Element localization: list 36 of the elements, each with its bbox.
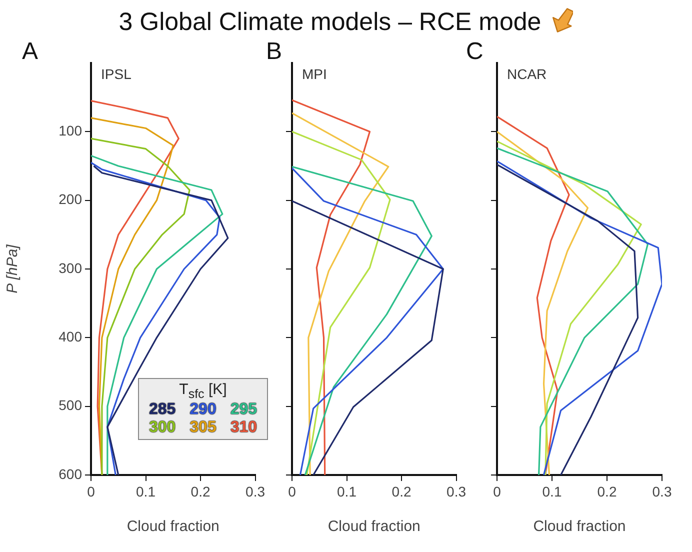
annotation: NCAR: [507, 66, 547, 82]
text: C: [466, 38, 484, 66]
x-tick-label: 0.1: [136, 483, 156, 500]
text: B: [266, 38, 282, 66]
text: A: [22, 38, 38, 66]
y-tick-label: 500: [58, 397, 82, 414]
annotation: MPI: [302, 66, 327, 82]
x-tick-label: 0: [288, 483, 296, 500]
x-tick-label: 0.2: [190, 483, 210, 500]
x-tick-label: 0.2: [392, 483, 412, 500]
y-axis-title: P [hPa]: [4, 244, 22, 294]
x-tick-label: 0.2: [597, 483, 617, 500]
text: 300: [148, 419, 177, 437]
y-tick-label: 400: [58, 328, 82, 345]
text: 305: [188, 419, 218, 437]
y-tick-label: 200: [58, 191, 82, 208]
x-tick-label: 0.1: [337, 483, 357, 500]
x-tick-label: 0.3: [652, 483, 672, 500]
x-tick-label: 0: [493, 483, 502, 500]
y-tick-label: 100: [58, 122, 82, 139]
y-tick-label: 300: [58, 260, 82, 276]
series-label: 285: [148, 401, 177, 419]
y-tick-label: 600: [58, 466, 82, 482]
legend-title: T$_{sfc}$ [K]: [178, 381, 228, 401]
text: 290: [188, 401, 218, 419]
x-axis-title: Cloud fraction: [126, 518, 220, 536]
x-tick-label: 0: [87, 483, 96, 500]
text: 310: [229, 419, 258, 437]
x-tick-label: 0.3: [246, 483, 266, 500]
x-tick-label: 0.3: [446, 483, 466, 500]
x-tick-label: 0.1: [542, 483, 562, 500]
text: 295: [229, 401, 258, 419]
x-axis-title: Cloud fraction: [533, 518, 626, 536]
x-axis-title: Cloud fraction: [328, 518, 420, 536]
annotation: IPSL: [101, 66, 132, 82]
text: 3 Global Climate models – RCE mode: [118, 8, 542, 36]
